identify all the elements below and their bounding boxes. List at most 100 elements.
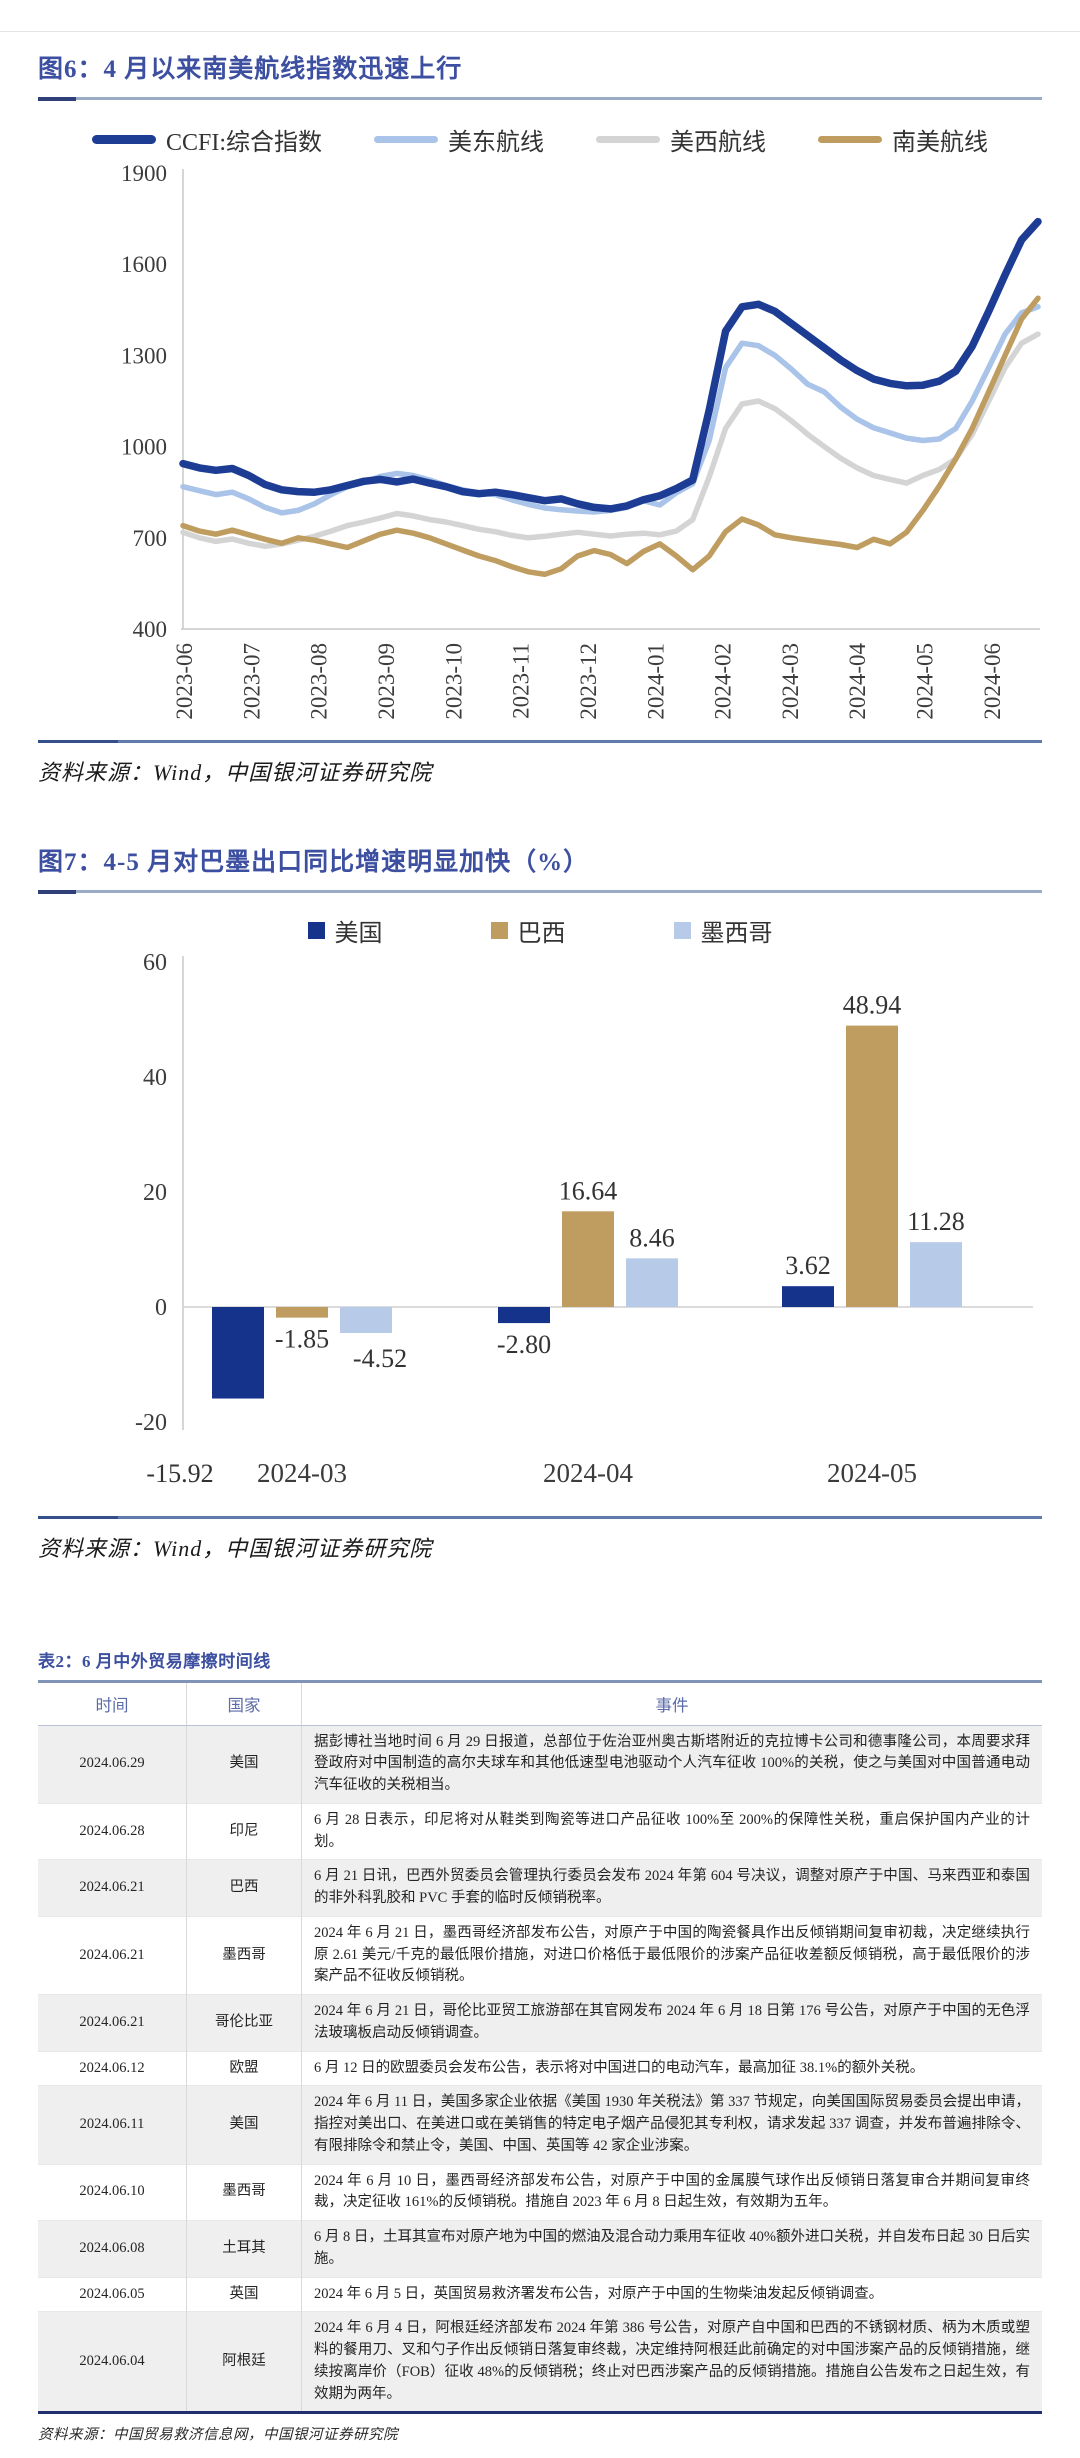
x-tick-label: 2024-06 [980, 643, 1005, 720]
figure6-title-rule [38, 97, 1042, 100]
legend-swatch [674, 922, 691, 939]
svg-text:2024-02: 2024-02 [711, 643, 736, 720]
legend-label: 美西航线 [670, 122, 766, 157]
figure6-source: 资料来源：Wind，中国银河证券研究院 [38, 755, 1042, 787]
svg-text:2023-06: 2023-06 [172, 643, 197, 720]
cell-event: 2024 年 6 月 21 日，墨西哥经济部发布公告，对原产于中国的陶瓷餐具作出… [302, 1916, 1043, 1994]
y-tick-label: 1900 [121, 161, 167, 186]
figure7-title: 图7：4-5 月对巴墨出口同比增速明显加快（%） [38, 849, 1042, 878]
cell-date: 2024.06.10 [38, 2164, 187, 2221]
figure6-title: 图6：4 月以来南美航线指数迅速上行 [38, 32, 1042, 85]
cell-date: 2024.06.11 [38, 2086, 187, 2164]
bar-s1-c1 [562, 1211, 614, 1307]
table-header: 时间 国家 事件 [38, 1681, 1042, 1725]
x-tick-label: 2023-10 [441, 643, 466, 720]
svg-text:2023-12: 2023-12 [576, 643, 601, 720]
cell-country: 墨西哥 [187, 2164, 302, 2221]
bar-s2-c2 [910, 1242, 962, 1307]
bar-s1-c2 [846, 1025, 898, 1306]
x-tick-label: 2024-01 [643, 643, 668, 720]
svg-text:2023-08: 2023-08 [307, 643, 332, 720]
cell-event: 2024 年 6 月 10 日，墨西哥经济部发布公告，对原产于中国的金属膜气球作… [302, 2164, 1043, 2221]
svg-text:2024-01: 2024-01 [643, 643, 668, 720]
y-tick-label: 1300 [121, 343, 167, 368]
bar-value-label-s1-c1: 16.64 [559, 1176, 618, 1205]
bar-value-label-s0-c2: 3.62 [785, 1251, 831, 1280]
cell-country: 哥伦比亚 [187, 1995, 302, 2052]
cell-country: 土耳其 [187, 2221, 302, 2278]
cell-event: 6 月 28 日表示，印尼将对从鞋类到陶瓷等进口产品征收 100%至 200%的… [302, 1803, 1043, 1860]
cell-date: 2024.06.21 [38, 1995, 187, 2052]
x-tick-label: 2023-11 [509, 643, 534, 719]
legend-swatch [308, 922, 325, 939]
legend-item: 美东航线 [374, 122, 544, 157]
cell-country: 阿根廷 [187, 2312, 302, 2413]
table2-title: 表2：6 月中外贸易摩擦时间线 [38, 1563, 1042, 1680]
svg-text:2024-06: 2024-06 [980, 643, 1005, 720]
cell-event: 6 月 8 日，土耳其宣布对原产地为中国的燃油及混合动力乘用车征收 40%额外进… [302, 2221, 1043, 2278]
column-header-event: 事件 [302, 1681, 1043, 1725]
cell-date: 2024.06.08 [38, 2221, 187, 2278]
bar-value-label-s2-c0: -4.52 [353, 1343, 407, 1372]
legend-label: 墨西哥 [701, 913, 773, 948]
cell-date: 2024.06.12 [38, 2051, 187, 2086]
column-header-country: 国家 [187, 1681, 302, 1725]
y-tick-label: 1600 [121, 252, 167, 277]
cell-country: 欧盟 [187, 2051, 302, 2086]
table2-source: 资料来源：中国贸易救济信息网，中国银河证券研究院 [38, 2423, 1042, 2458]
svg-text:2023-10: 2023-10 [441, 643, 466, 720]
cell-date: 2024.06.04 [38, 2312, 187, 2413]
x-tick-label: 2023-07 [239, 643, 264, 720]
legend-swatch [491, 922, 508, 939]
legend-item: 美国 [308, 913, 383, 948]
y-tick-label: 20 [143, 1180, 167, 1206]
figure7-source: 资料来源：Wind，中国银河证券研究院 [38, 1531, 1042, 1563]
cell-date: 2024.06.29 [38, 1725, 187, 1803]
y-tick-label: 60 [143, 952, 167, 976]
legend-item: 墨西哥 [674, 913, 773, 948]
legend-label: 美国 [335, 913, 383, 948]
x-tick-label: 2024-03 [778, 643, 803, 720]
cell-country: 美国 [187, 1725, 302, 1803]
figure6-source-divider [38, 740, 1042, 743]
figure7-title-rule [38, 890, 1042, 893]
bar-s1-c0 [276, 1307, 328, 1318]
svg-text:2023-09: 2023-09 [374, 643, 399, 720]
y-tick-label: 1000 [121, 434, 167, 459]
legend-label: 南美航线 [892, 122, 988, 157]
legend-label: 美东航线 [448, 122, 544, 157]
figure7-bar-chart-svg: 6040200-20-15.92-2.803.62-1.8516.6448.94… [38, 952, 1042, 1512]
column-header-time: 时间 [38, 1681, 187, 1725]
legend-item: CCFI:综合指数 [92, 122, 322, 157]
cell-event: 2024 年 6 月 21 日，哥伦比亚贸工旅游部在其官网发布 2024 年 6… [302, 1995, 1043, 2052]
svg-text:2023-07: 2023-07 [239, 643, 264, 720]
bar-value-label-s1-c0: -1.85 [275, 1324, 329, 1353]
category-label: 2024-05 [827, 1458, 917, 1488]
legend-item: 美西航线 [596, 122, 766, 157]
x-tick-label: 2023-09 [374, 643, 399, 720]
cell-date: 2024.06.21 [38, 1860, 187, 1917]
cell-country: 巴西 [187, 1860, 302, 1917]
y-tick-label: 40 [143, 1065, 167, 1091]
x-tick-label: 2023-06 [172, 643, 197, 720]
bar-s2-c1 [626, 1258, 678, 1307]
x-tick-label: 2023-12 [576, 643, 601, 720]
cell-country: 美国 [187, 2086, 302, 2164]
x-tick-label: 2024-02 [711, 643, 736, 720]
cell-country: 墨西哥 [187, 1916, 302, 1994]
cell-event: 据彭博社当地时间 6 月 29 日报道，总部位于佐治亚州奥古斯塔附近的克拉博卡公… [302, 1725, 1043, 1803]
cell-date: 2024.06.05 [38, 2277, 187, 2312]
cell-date: 2024.06.21 [38, 1916, 187, 1994]
category-label: 2024-03 [257, 1458, 347, 1488]
y-tick-label: 0 [155, 1295, 167, 1321]
